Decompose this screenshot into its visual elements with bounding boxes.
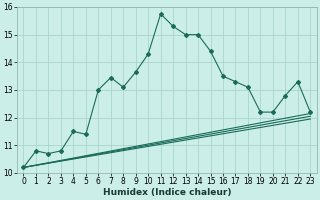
X-axis label: Humidex (Indice chaleur): Humidex (Indice chaleur) bbox=[103, 188, 231, 197]
